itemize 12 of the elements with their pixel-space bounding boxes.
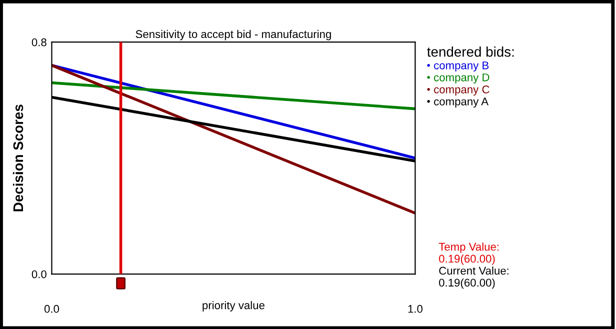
ref-line-label: Temp Value: 0.19(60.00) — [438, 242, 499, 265]
legend-label: company A — [434, 98, 489, 108]
x-axis-title: priority value — [202, 301, 264, 312]
legend-label: company C — [434, 86, 490, 96]
text: Current Value: 0.19(60.00) — [439, 266, 508, 289]
legend-label: company B — [434, 62, 489, 72]
x-tick-label: 1.0 — [408, 304, 422, 313]
legend-title: tendered bids: — [427, 46, 514, 57]
y-axis-title: Decision Scores — [12, 104, 24, 212]
chart-title: Sensitivity to accept bid - manufacturing — [136, 30, 331, 40]
y-tick-label: 0.8 — [32, 38, 46, 46]
legend-label: company D — [434, 74, 490, 84]
